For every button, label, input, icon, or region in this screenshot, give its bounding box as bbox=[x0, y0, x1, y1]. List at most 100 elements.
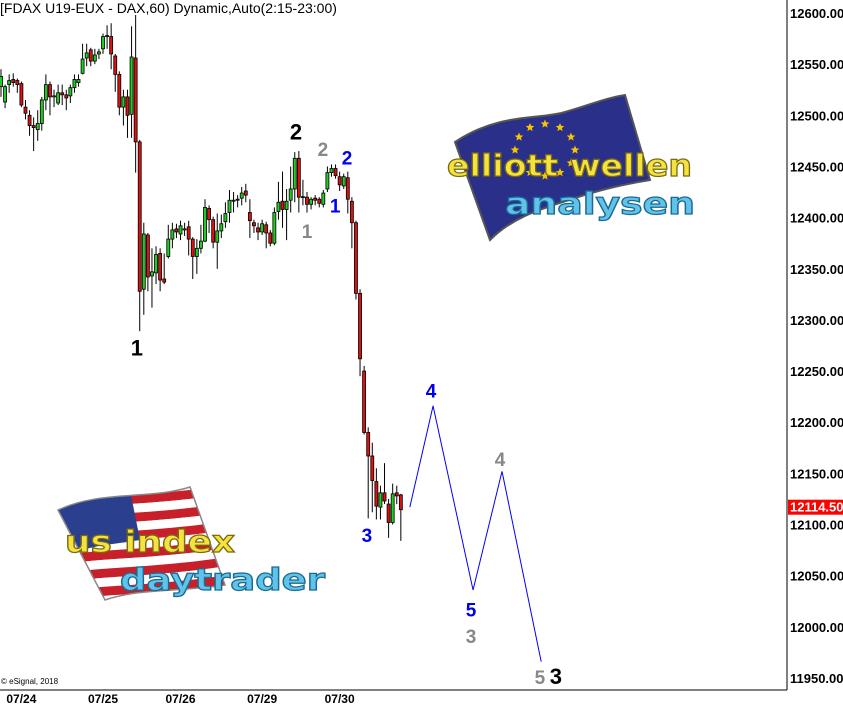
candle-body bbox=[247, 212, 252, 222]
candle-body bbox=[207, 208, 211, 221]
candle-body bbox=[190, 238, 195, 257]
candle-body bbox=[260, 223, 265, 233]
candle bbox=[35, 110, 40, 141]
candle bbox=[247, 199, 252, 239]
candle bbox=[11, 73, 16, 87]
candle-body bbox=[31, 125, 36, 128]
candle-body bbox=[211, 219, 216, 243]
candle bbox=[84, 43, 89, 67]
candle bbox=[337, 171, 342, 192]
candle-body bbox=[370, 455, 375, 481]
candle bbox=[0, 69, 3, 97]
candle bbox=[386, 498, 391, 538]
y-tick-label: 12500.00 bbox=[790, 108, 843, 123]
candle bbox=[174, 223, 179, 239]
candle-body bbox=[88, 49, 93, 62]
candle bbox=[227, 189, 232, 223]
candle-body bbox=[374, 481, 379, 507]
candle-body bbox=[313, 197, 318, 201]
candle-body bbox=[358, 292, 362, 360]
candle bbox=[252, 219, 256, 233]
candle-body bbox=[178, 225, 183, 235]
candle bbox=[150, 248, 154, 308]
candle-body bbox=[150, 271, 154, 277]
candle bbox=[178, 220, 183, 241]
flag-stripe bbox=[58, 546, 225, 577]
candle-body bbox=[203, 206, 207, 242]
candle bbox=[276, 181, 281, 220]
y-tick-label: 11950.00 bbox=[790, 671, 843, 686]
star-icon bbox=[566, 158, 576, 167]
candle bbox=[27, 110, 32, 136]
candle bbox=[394, 485, 399, 505]
candle bbox=[194, 239, 199, 274]
eu-flag bbox=[453, 93, 652, 242]
candle bbox=[137, 139, 142, 332]
candle bbox=[203, 199, 207, 243]
candle bbox=[48, 81, 52, 116]
candle-body bbox=[101, 36, 105, 50]
candle-body bbox=[321, 192, 326, 205]
candle-body bbox=[15, 80, 20, 86]
candle-body bbox=[390, 493, 395, 523]
candle bbox=[215, 213, 220, 269]
candle-body bbox=[68, 87, 73, 97]
candle bbox=[125, 89, 130, 138]
candle bbox=[121, 89, 126, 126]
candle bbox=[219, 214, 224, 239]
candle-body bbox=[92, 54, 97, 62]
candle-body bbox=[23, 106, 28, 114]
y-tick-label: 12200.00 bbox=[790, 415, 843, 430]
candle bbox=[260, 219, 265, 236]
wave-label-gray: 1 bbox=[302, 222, 313, 243]
y-tick-label: 12300.00 bbox=[790, 313, 843, 328]
wave-label-black: 3 bbox=[550, 664, 562, 689]
candle-body bbox=[386, 503, 391, 523]
candle bbox=[272, 207, 277, 246]
candle-body bbox=[182, 228, 187, 231]
candle-body bbox=[121, 96, 126, 108]
wave-label-black: 1 bbox=[131, 336, 143, 361]
candle bbox=[52, 89, 56, 108]
y-tick-label: 12550.00 bbox=[790, 57, 843, 72]
us-index-daytrader-logo: us index daytrader bbox=[56, 486, 326, 601]
x-tick-label: 07/26 bbox=[166, 692, 196, 706]
candle-body bbox=[341, 176, 346, 187]
candle-body bbox=[317, 198, 322, 204]
candle bbox=[56, 84, 61, 106]
candle bbox=[92, 48, 97, 65]
candle bbox=[292, 152, 297, 203]
wave-label-gray: 2 bbox=[318, 140, 329, 161]
candle bbox=[325, 166, 330, 193]
wave-label-gray: 5 bbox=[535, 668, 546, 689]
candle bbox=[133, 15, 138, 173]
candle-body bbox=[305, 196, 309, 205]
star-icon bbox=[555, 123, 565, 132]
x-tick-label: 07/30 bbox=[325, 692, 355, 706]
candle bbox=[76, 74, 81, 87]
candle bbox=[341, 173, 346, 189]
candle-body bbox=[154, 254, 158, 274]
wave-label-blue: 2 bbox=[342, 148, 353, 169]
star-icon bbox=[555, 168, 565, 177]
candle bbox=[362, 365, 367, 435]
candle bbox=[43, 74, 48, 111]
candle bbox=[101, 33, 105, 54]
y-tick-label: 12250.00 bbox=[790, 364, 843, 379]
candle bbox=[349, 197, 354, 249]
candle-body bbox=[72, 79, 77, 89]
wave-label-blue: 3 bbox=[362, 526, 373, 547]
candle bbox=[39, 96, 44, 131]
flag-stripe bbox=[58, 487, 225, 496]
candle bbox=[329, 164, 334, 177]
candle-body bbox=[239, 192, 244, 199]
candle bbox=[88, 47, 93, 67]
star-icon bbox=[525, 123, 535, 132]
candle bbox=[105, 25, 109, 49]
candle bbox=[305, 192, 309, 213]
last-price-label: 12114.50 bbox=[790, 500, 843, 515]
candle-body bbox=[186, 226, 191, 240]
eu-stars bbox=[510, 119, 580, 180]
candle bbox=[113, 53, 118, 92]
